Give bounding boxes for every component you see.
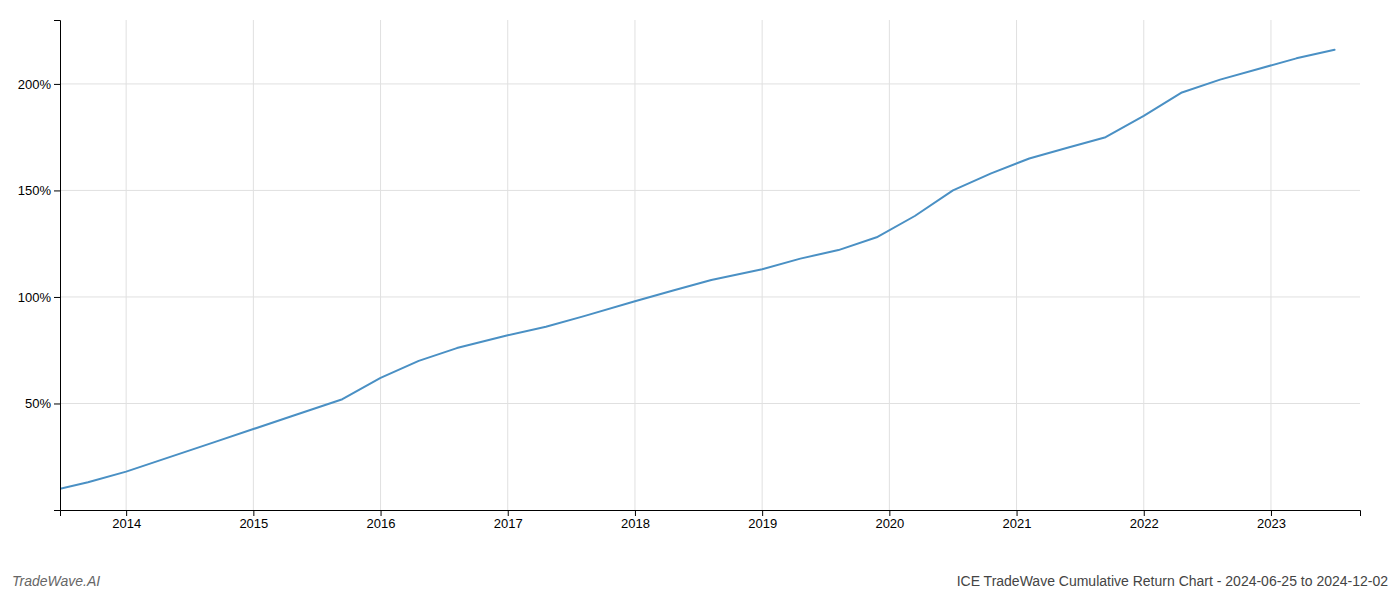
data-line bbox=[60, 50, 1335, 489]
x-tick-mark bbox=[762, 510, 763, 516]
x-tick: 2017 bbox=[494, 510, 523, 531]
x-tick-mark bbox=[889, 510, 890, 516]
x-grid-line bbox=[507, 20, 508, 510]
plot-area bbox=[60, 50, 1335, 489]
x-tick-mark bbox=[1144, 510, 1145, 516]
y-tick-mark bbox=[54, 403, 60, 404]
y-tick-label: 100% bbox=[18, 290, 52, 305]
title: ICE TradeWave Cumulative Return Chart - … bbox=[957, 573, 1389, 589]
y-tick-label: 150% bbox=[18, 183, 52, 198]
y-grid-line bbox=[60, 403, 1360, 404]
chart: 2014 2015 2016 2017 2018 2019 2020 2021 2022 2023… bbox=[0, 0, 1400, 600]
x-tick: 2014 bbox=[112, 510, 141, 531]
y-grid-line bbox=[60, 83, 1360, 84]
y-tick: 150% bbox=[18, 183, 60, 198]
x-grid-line bbox=[762, 20, 763, 510]
y-tick-mark bbox=[54, 190, 60, 191]
x-grid-line bbox=[634, 20, 635, 510]
x-tick: 2020 bbox=[875, 510, 904, 531]
x-tick: 2016 bbox=[367, 510, 396, 531]
x-tick-label: 2023 bbox=[1257, 516, 1286, 531]
x-grid-line bbox=[253, 20, 254, 510]
y-axis: 50% 100% 150% 200% bbox=[18, 21, 61, 511]
y-tick-mark bbox=[54, 297, 60, 298]
x-tick: 2022 bbox=[1130, 510, 1159, 531]
x-axis-line bbox=[61, 511, 1361, 517]
x-tick: 2021 bbox=[1003, 510, 1032, 531]
x-tick-label: 2017 bbox=[494, 516, 523, 531]
x-grid-line bbox=[126, 20, 127, 510]
y-tick-mark bbox=[54, 84, 60, 85]
x-grid-line bbox=[1016, 20, 1017, 510]
x-axis: 2014 2015 2016 2017 2018 2019 2020 2021 2022 2023 bbox=[61, 510, 1361, 531]
x-tick-label: 2019 bbox=[748, 516, 777, 531]
y-axis-line bbox=[54, 21, 61, 511]
x-tick-mark bbox=[508, 510, 509, 516]
x-tick-label: 2018 bbox=[621, 516, 650, 531]
x-tick-label: 2014 bbox=[112, 516, 141, 531]
x-tick-mark bbox=[253, 510, 254, 516]
x-grid-line bbox=[1270, 20, 1271, 510]
x-tick-mark bbox=[1271, 510, 1272, 516]
x-tick: 2019 bbox=[748, 510, 777, 531]
x-grid-line bbox=[1143, 20, 1144, 510]
x-tick: 2023 bbox=[1257, 510, 1286, 531]
x-tick-label: 2020 bbox=[875, 516, 904, 531]
y-tick-label: 200% bbox=[18, 77, 52, 92]
x-tick-mark bbox=[381, 510, 382, 516]
x-tick-label: 2016 bbox=[367, 516, 396, 531]
x-grid-line bbox=[889, 20, 890, 510]
x-tick-mark bbox=[126, 510, 127, 516]
y-tick: 200% bbox=[18, 77, 60, 92]
grid bbox=[60, 20, 1360, 510]
x-tick-mark bbox=[635, 510, 636, 516]
x-tick-label: 2015 bbox=[239, 516, 268, 531]
x-tick: 2018 bbox=[621, 510, 650, 531]
x-tick-mark bbox=[1017, 510, 1018, 516]
y-grid-line bbox=[60, 190, 1360, 191]
y-tick-label: 50% bbox=[25, 396, 51, 411]
y-tick: 100% bbox=[18, 290, 60, 305]
y-grid-line bbox=[60, 296, 1360, 297]
x-tick-label: 2021 bbox=[1003, 516, 1032, 531]
y-tick: 50% bbox=[25, 396, 60, 411]
x-tick: 2015 bbox=[239, 510, 268, 531]
watermark: TradeWave.AI bbox=[12, 573, 100, 589]
x-grid-line bbox=[380, 20, 381, 510]
x-tick-label: 2022 bbox=[1130, 516, 1159, 531]
